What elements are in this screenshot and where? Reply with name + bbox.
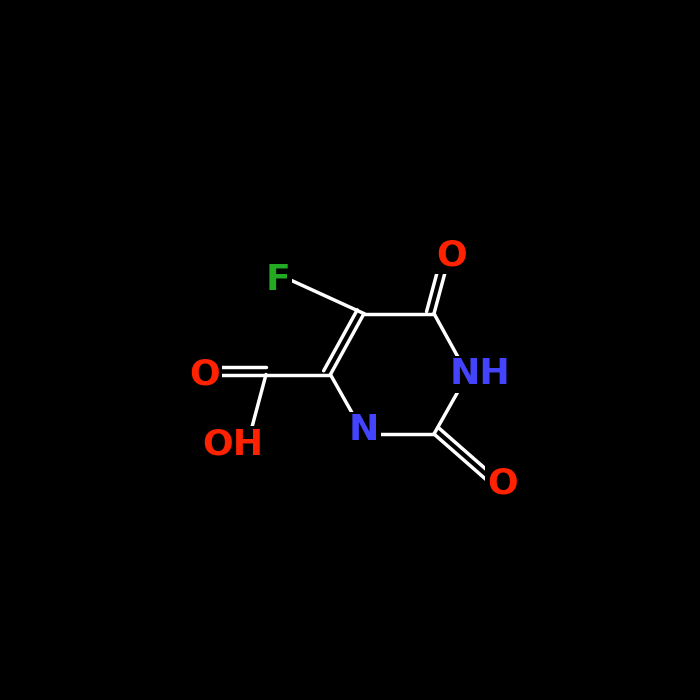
Text: O: O <box>487 466 518 500</box>
Text: NH: NH <box>450 358 510 391</box>
Text: OH: OH <box>202 428 263 461</box>
Text: F: F <box>265 263 290 297</box>
Text: O: O <box>436 239 467 272</box>
Text: O: O <box>189 358 220 391</box>
Text: N: N <box>349 414 379 447</box>
